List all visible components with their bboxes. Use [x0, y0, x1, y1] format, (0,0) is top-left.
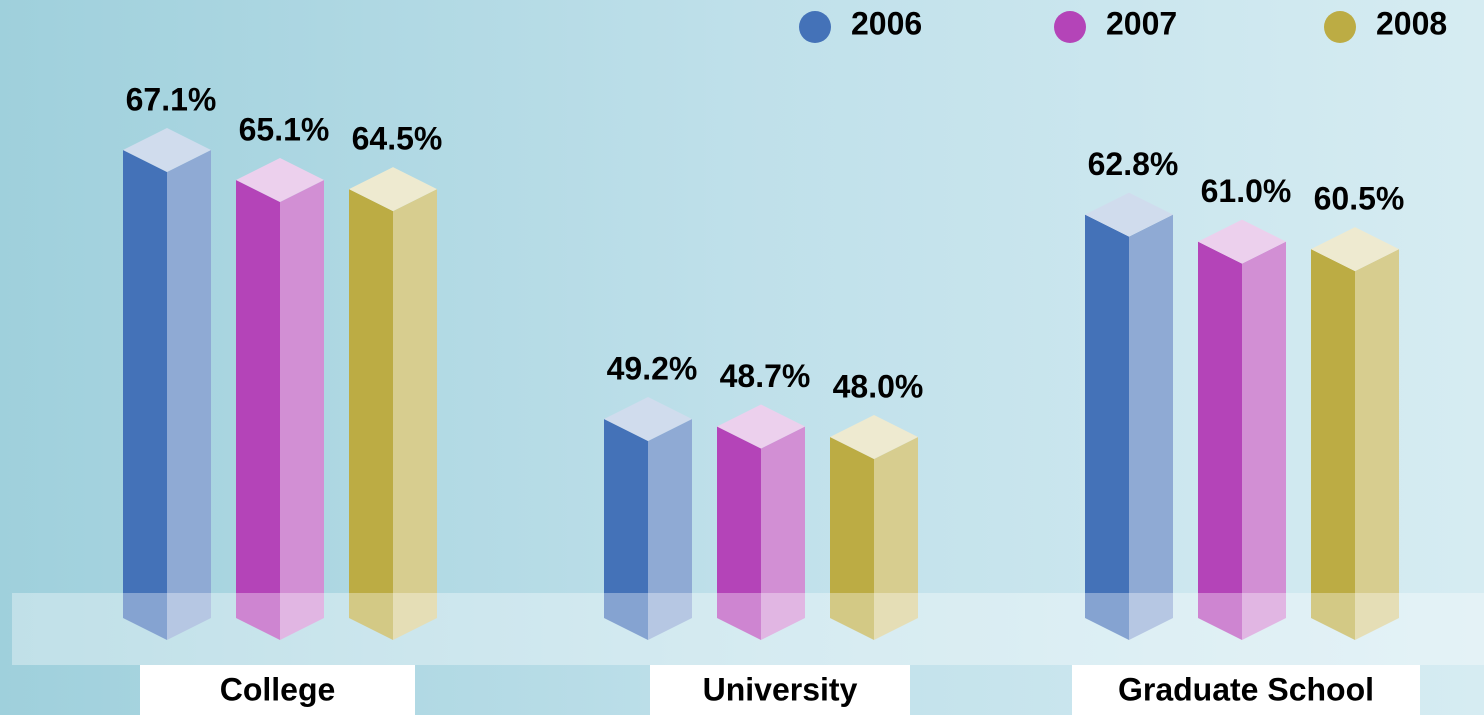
bar-right-face — [1355, 249, 1399, 640]
bar-top — [830, 415, 918, 459]
x-tick-label: Graduate School — [1118, 671, 1374, 707]
bar — [1311, 227, 1399, 640]
bar — [123, 128, 211, 640]
x-tick-label: College — [220, 671, 336, 707]
bar-left-face — [1311, 249, 1355, 640]
legend-label: 2007 — [1106, 5, 1177, 41]
legend-marker — [1324, 11, 1356, 43]
bar-left-face — [604, 418, 648, 640]
bar-left-face — [123, 150, 167, 640]
bar-top — [717, 404, 805, 449]
bar-right-face — [874, 437, 918, 640]
legend-label: 2006 — [851, 5, 922, 41]
bar-right-face — [167, 150, 211, 640]
x-tick-label: University — [703, 671, 858, 707]
bar-top — [604, 396, 692, 441]
value-label: 64.5% — [352, 121, 443, 157]
value-label: 62.8% — [1088, 146, 1179, 182]
bars — [123, 128, 1399, 641]
bar-right-face — [1129, 214, 1173, 641]
legend-marker — [1054, 11, 1086, 43]
bar — [349, 167, 437, 641]
bar-left-face — [236, 180, 280, 640]
bar-left-face — [830, 437, 874, 640]
bar-right-face — [393, 189, 437, 641]
value-label: 49.2% — [607, 350, 698, 386]
bar-right-face — [648, 418, 692, 640]
legend-marker — [799, 11, 831, 43]
value-label: 67.1% — [126, 81, 217, 117]
bar-left-face — [717, 426, 761, 640]
bar-top — [236, 158, 324, 203]
legend-label: 2008 — [1376, 5, 1447, 41]
bar-right-face — [1242, 241, 1286, 641]
value-label: 61.0% — [1201, 173, 1292, 209]
category-box — [1072, 665, 1420, 715]
bar-top — [1085, 192, 1173, 237]
bar-right-face — [761, 426, 805, 640]
category-box — [650, 665, 910, 715]
bar — [717, 404, 805, 640]
bar — [1198, 219, 1286, 641]
bar-top — [1311, 227, 1399, 272]
bar-top — [349, 167, 437, 212]
bar-top — [123, 128, 211, 172]
value-label: 60.5% — [1314, 181, 1405, 217]
bar — [830, 415, 918, 640]
category-box — [140, 665, 415, 715]
bar-top — [1198, 219, 1286, 264]
labels: 2006 2007 2008 67.1% 65.1% 64.5% College 49.2% 4… — [126, 5, 1447, 715]
bar-right-face — [280, 180, 324, 640]
bar-left-face — [1085, 214, 1129, 641]
value-label: 48.0% — [833, 368, 924, 404]
floor — [12, 593, 1484, 665]
value-label: 65.1% — [239, 112, 330, 148]
bar-left-face — [1198, 241, 1242, 641]
bar — [1085, 192, 1173, 641]
bar — [236, 158, 324, 640]
bar-left-face — [349, 189, 393, 641]
bar — [604, 396, 692, 640]
value-label: 48.7% — [720, 358, 811, 394]
